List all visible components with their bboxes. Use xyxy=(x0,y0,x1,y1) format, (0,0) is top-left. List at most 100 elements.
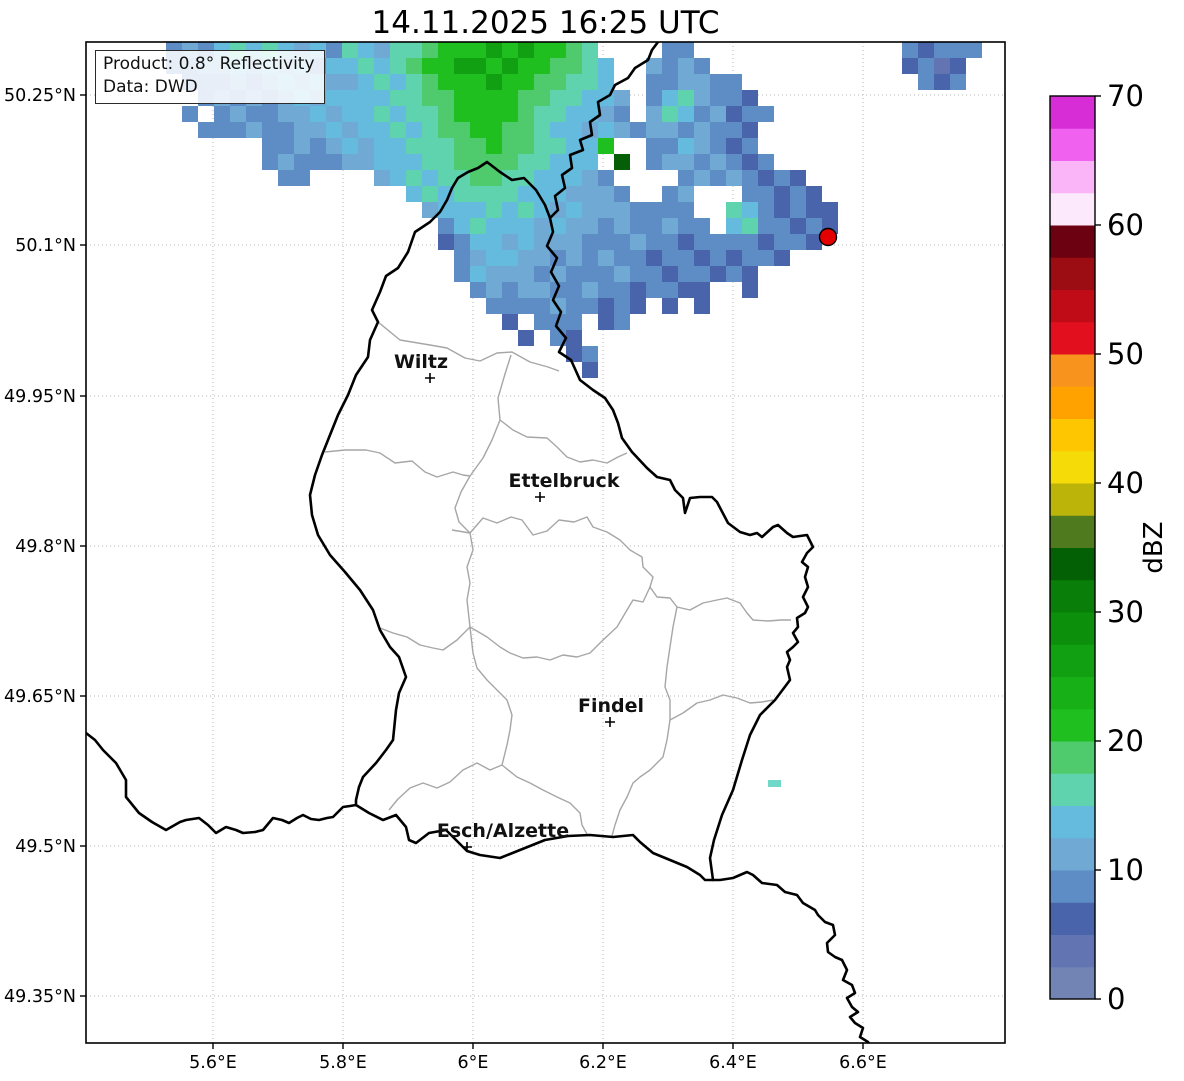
gridlines xyxy=(86,42,1005,1043)
radar-cell xyxy=(614,250,630,266)
product-info-box: Product: 0.8° Reflectivity Data: DWD xyxy=(95,50,325,104)
radar-cell xyxy=(486,42,502,58)
radar-cell xyxy=(678,138,694,154)
colorbar-segment xyxy=(1050,966,1095,1000)
radar-cell xyxy=(694,122,710,138)
radar-cell xyxy=(502,58,518,74)
radar-cell xyxy=(582,154,598,170)
radar-cell xyxy=(550,106,566,122)
map-frame xyxy=(85,41,1006,1044)
radar-cell xyxy=(582,170,598,186)
radar-cell xyxy=(486,202,502,218)
radar-cell xyxy=(678,122,694,138)
radar-cell xyxy=(758,250,774,266)
radar-cell xyxy=(518,186,534,202)
radar-cell xyxy=(406,122,422,138)
radar-cell xyxy=(438,106,454,122)
radar-cell xyxy=(566,186,582,202)
radar-cell xyxy=(726,154,742,170)
canton-border-line xyxy=(466,532,651,661)
radar-cell xyxy=(614,298,630,314)
radar-cell xyxy=(486,282,502,298)
radar-cell xyxy=(694,58,710,74)
radar-cell xyxy=(550,138,566,154)
colorbar-segment xyxy=(1050,773,1095,806)
radar-cell xyxy=(534,90,550,106)
radar-cell xyxy=(694,154,710,170)
radar-cell xyxy=(646,202,662,218)
radar-cell xyxy=(454,106,470,122)
radar-cell xyxy=(518,202,534,218)
city-label: Wiltz xyxy=(394,351,448,373)
radar-cell xyxy=(630,282,646,298)
radar-cell xyxy=(502,202,518,218)
colorbar: 0 10 20 30 40 50 60 70 dBZ xyxy=(1049,79,1169,1016)
radar-cell xyxy=(550,122,566,138)
city-marker xyxy=(535,492,545,502)
radar-cell xyxy=(422,42,438,58)
radar-cell xyxy=(550,154,566,170)
radar-cell xyxy=(694,298,710,314)
radar-cell xyxy=(582,42,598,58)
radar-cell xyxy=(614,186,630,202)
radar-cell xyxy=(566,298,582,314)
radar-site-marker xyxy=(818,227,838,247)
radar-cell xyxy=(342,74,358,90)
radar-cell xyxy=(582,218,598,234)
radar-cell xyxy=(662,234,678,250)
radar-cell xyxy=(742,266,758,282)
radar-cell xyxy=(566,250,582,266)
radar-cell xyxy=(422,90,438,106)
colorbar-tick-label: 10 xyxy=(1107,853,1144,887)
radar-cell xyxy=(454,234,470,250)
radar-cell xyxy=(518,298,534,314)
radar-cell xyxy=(262,154,278,170)
radar-cell xyxy=(454,122,470,138)
colorbar-segment xyxy=(1050,192,1095,226)
lon-tick-label: 5.6°E xyxy=(189,1053,237,1073)
radar-cell xyxy=(662,58,678,74)
radar-cell xyxy=(358,90,374,106)
radar-cell xyxy=(742,154,758,170)
radar-cell xyxy=(598,266,614,282)
radar-cell xyxy=(278,122,294,138)
radar-cell xyxy=(646,282,662,298)
radar-cell xyxy=(486,234,502,250)
radar-cell xyxy=(678,218,694,234)
radar-cell xyxy=(454,250,470,266)
radar-cell xyxy=(902,42,918,58)
radar-cell xyxy=(470,138,486,154)
country-border-line xyxy=(548,42,660,220)
radar-cell xyxy=(662,74,678,90)
radar-cell xyxy=(582,234,598,250)
radar-cell xyxy=(374,58,390,74)
radar-cell xyxy=(438,170,454,186)
radar-cell xyxy=(454,202,470,218)
radar-cell xyxy=(502,266,518,282)
radar-cell xyxy=(710,154,726,170)
radar-cell xyxy=(790,202,806,218)
lat-tick-label: 49.35°N xyxy=(4,987,76,1007)
radar-cell xyxy=(390,74,406,90)
radar-cell xyxy=(662,266,678,282)
canton-borders xyxy=(324,321,791,837)
lat-tick-label: 50.1°N xyxy=(15,236,76,256)
radar-cell xyxy=(374,138,390,154)
canton-border-line xyxy=(324,449,471,478)
radar-cell xyxy=(646,138,662,154)
radar-cell xyxy=(438,42,454,58)
radar-cell xyxy=(518,42,534,58)
radar-cell xyxy=(726,138,742,154)
radar-cell xyxy=(646,90,662,106)
radar-cell xyxy=(630,298,646,314)
radar-isolated-cell xyxy=(768,780,781,787)
colorbar-segment xyxy=(1050,160,1095,194)
radar-cell xyxy=(230,122,246,138)
radar-cell xyxy=(486,154,502,170)
radar-cell xyxy=(438,90,454,106)
radar-cell xyxy=(662,154,678,170)
radar-cell xyxy=(358,74,374,90)
radar-cell xyxy=(422,58,438,74)
radar-cell xyxy=(646,154,662,170)
radar-cell xyxy=(614,106,630,122)
